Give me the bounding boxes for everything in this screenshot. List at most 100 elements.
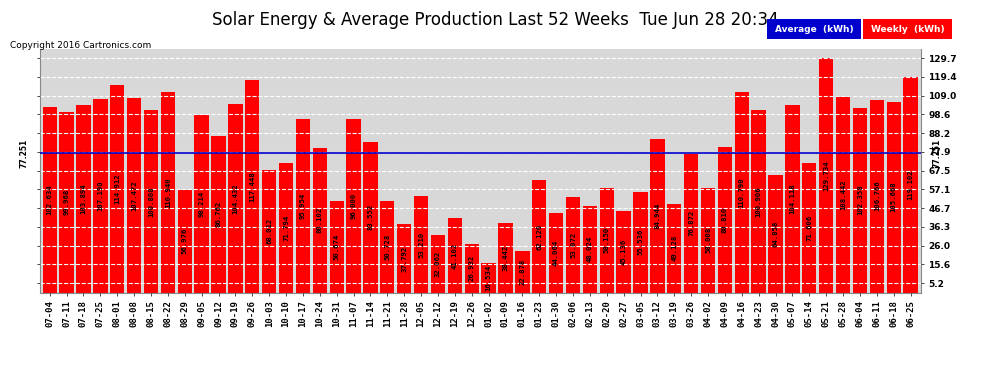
- Bar: [43, 107, 56, 292]
- Bar: [548, 213, 563, 292]
- Text: 68.012: 68.012: [266, 218, 272, 244]
- Text: 117.448: 117.448: [249, 171, 255, 202]
- Text: 86.762: 86.762: [216, 201, 222, 227]
- Text: 99.968: 99.968: [63, 189, 69, 215]
- Text: 107.190: 107.190: [97, 180, 103, 211]
- Text: Solar Energy & Average Production Last 52 Weeks  Tue Jun 28 20:34: Solar Energy & Average Production Last 5…: [212, 11, 778, 29]
- Bar: [380, 201, 394, 292]
- Bar: [701, 188, 715, 292]
- Bar: [229, 104, 243, 292]
- Bar: [836, 97, 850, 292]
- Bar: [346, 119, 360, 292]
- Bar: [768, 176, 783, 292]
- Bar: [802, 163, 817, 292]
- Text: 95.954: 95.954: [300, 193, 306, 219]
- Text: 37.792: 37.792: [401, 245, 407, 272]
- Text: 53.072: 53.072: [570, 231, 576, 258]
- Bar: [211, 136, 226, 292]
- Text: 76.872: 76.872: [688, 210, 694, 236]
- Text: 77.251: 77.251: [932, 138, 941, 168]
- Text: 45.136: 45.136: [621, 238, 627, 265]
- Bar: [481, 262, 496, 292]
- Bar: [177, 190, 192, 292]
- Text: Average  (kWh): Average (kWh): [775, 25, 853, 34]
- Text: 71.794: 71.794: [283, 214, 289, 241]
- Bar: [634, 192, 647, 292]
- Text: Weekly  (kWh): Weekly (kWh): [871, 25, 944, 34]
- Text: 58.008: 58.008: [705, 227, 711, 253]
- Bar: [363, 142, 377, 292]
- Text: 38.442: 38.442: [503, 244, 509, 271]
- Text: Copyright 2016 Cartronics.com: Copyright 2016 Cartronics.com: [10, 41, 151, 50]
- Text: 102.634: 102.634: [47, 184, 52, 215]
- Text: 32.062: 32.062: [435, 251, 441, 277]
- Bar: [110, 85, 125, 292]
- Text: 71.606: 71.606: [806, 215, 813, 241]
- Text: 102.358: 102.358: [857, 185, 863, 215]
- Text: 98.214: 98.214: [199, 191, 205, 217]
- Bar: [279, 163, 293, 292]
- Bar: [718, 147, 732, 292]
- Bar: [262, 170, 276, 292]
- Bar: [431, 235, 446, 292]
- Text: 107.472: 107.472: [131, 180, 138, 211]
- Text: 41.102: 41.102: [451, 242, 457, 268]
- Text: 56.976: 56.976: [182, 228, 188, 254]
- Bar: [498, 223, 513, 292]
- Bar: [886, 102, 901, 292]
- Bar: [59, 112, 74, 292]
- Text: 106.766: 106.766: [874, 181, 880, 212]
- Bar: [330, 201, 344, 292]
- Bar: [735, 93, 749, 292]
- Bar: [93, 99, 108, 292]
- Bar: [852, 108, 867, 292]
- Bar: [532, 180, 546, 292]
- Text: 100.906: 100.906: [755, 186, 761, 217]
- Text: 100.808: 100.808: [148, 186, 154, 217]
- Text: 110.940: 110.940: [165, 177, 171, 208]
- Bar: [447, 218, 462, 292]
- Text: 80.102: 80.102: [317, 207, 323, 233]
- Text: 83.552: 83.552: [367, 204, 373, 230]
- Text: 129.734: 129.734: [823, 160, 830, 191]
- Text: 77.251: 77.251: [19, 138, 29, 168]
- Bar: [617, 211, 631, 292]
- Bar: [160, 92, 175, 292]
- Bar: [194, 115, 209, 292]
- Text: 50.728: 50.728: [384, 234, 390, 260]
- Text: 108.442: 108.442: [841, 179, 846, 210]
- Bar: [600, 188, 614, 292]
- Text: 103.894: 103.894: [80, 183, 86, 214]
- Text: 62.120: 62.120: [537, 223, 543, 249]
- Bar: [313, 148, 327, 292]
- Text: 16.534: 16.534: [485, 264, 492, 291]
- Text: 110.790: 110.790: [739, 177, 744, 208]
- Bar: [904, 78, 918, 292]
- Text: 80.810: 80.810: [722, 206, 728, 232]
- Text: 55.536: 55.536: [638, 229, 644, 255]
- Text: 119.102: 119.102: [908, 170, 914, 200]
- Bar: [515, 251, 530, 292]
- Bar: [296, 119, 310, 292]
- Text: 64.858: 64.858: [772, 221, 778, 247]
- Text: 84.944: 84.944: [654, 203, 660, 229]
- Text: 48.024: 48.024: [587, 236, 593, 262]
- Bar: [566, 196, 580, 292]
- Bar: [464, 244, 479, 292]
- Bar: [650, 139, 664, 292]
- Text: 96.000: 96.000: [350, 193, 356, 219]
- Bar: [397, 224, 412, 292]
- Text: 22.878: 22.878: [520, 259, 526, 285]
- Bar: [76, 105, 91, 292]
- Bar: [869, 100, 884, 292]
- Text: 114.912: 114.912: [114, 174, 120, 204]
- Bar: [684, 154, 698, 292]
- Bar: [751, 110, 766, 292]
- Text: 44.064: 44.064: [553, 240, 559, 266]
- Bar: [785, 105, 800, 292]
- Text: 49.128: 49.128: [671, 235, 677, 261]
- Text: 58.150: 58.150: [604, 227, 610, 253]
- Bar: [414, 196, 429, 292]
- Bar: [819, 58, 834, 292]
- Bar: [144, 111, 158, 292]
